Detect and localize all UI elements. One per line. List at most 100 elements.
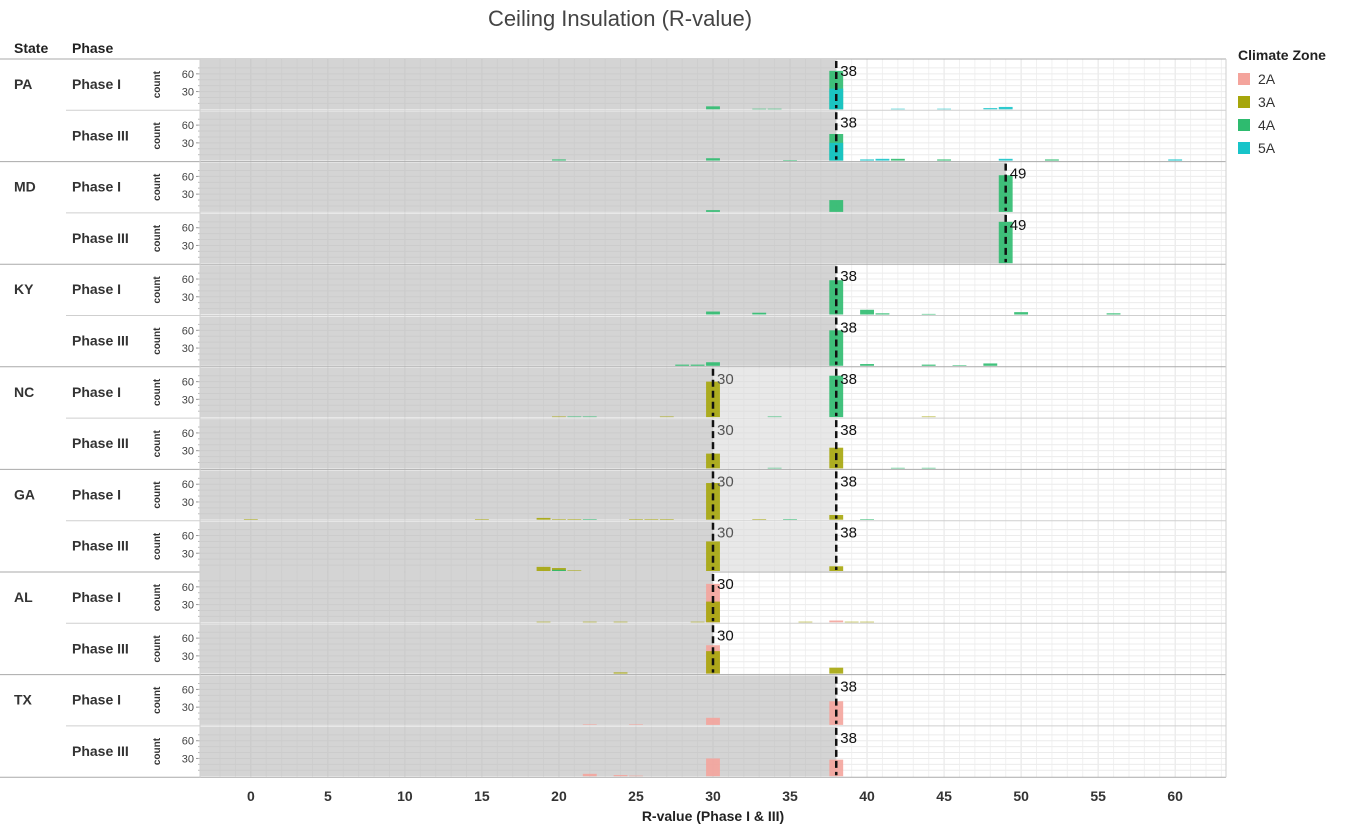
y-tick-label: 30 (182, 87, 194, 99)
histogram-bar (752, 519, 767, 520)
code-requirement-label: 38 (840, 525, 857, 542)
x-tick-label: 15 (474, 788, 490, 804)
histogram-bar (613, 775, 628, 777)
histogram-bar (983, 108, 998, 110)
y-axis-label: count (152, 583, 163, 611)
histogram-bar (998, 158, 1013, 161)
y-axis-label: count (152, 224, 163, 252)
code-requirement-label: 30 (717, 371, 734, 388)
chart-title: Ceiling Insulation (R-value) (487, 6, 753, 31)
histogram-bar (706, 717, 720, 725)
y-axis-label: count (152, 481, 163, 509)
y-axis-label: count (152, 70, 163, 98)
x-tick-label: 5 (324, 788, 332, 804)
histogram-bar (582, 724, 597, 725)
histogram-bar (536, 517, 551, 520)
legend-item-5a: 5A (1238, 136, 1326, 159)
histogram-bar (567, 519, 582, 520)
below-code-region (200, 573, 713, 623)
phase-label: Phase III (72, 333, 129, 349)
y-tick-label: 30 (182, 189, 194, 201)
y-axis-label: count (152, 635, 163, 663)
between-code-region (713, 470, 837, 520)
histogram-bar (798, 621, 813, 623)
below-code-region (200, 624, 713, 674)
legend-item-2a: 2A (1238, 67, 1326, 90)
histogram-bar (243, 519, 258, 520)
histogram-bar (582, 621, 597, 623)
histogram-bar (706, 483, 720, 520)
y-tick-label: 30 (182, 138, 194, 150)
phase-label: Phase III (72, 743, 129, 759)
between-code-region (713, 367, 837, 418)
histogram-bar (582, 519, 597, 520)
legend-label: 2A (1258, 70, 1276, 87)
y-tick-label: 60 (182, 684, 194, 696)
histogram-bar (629, 724, 643, 725)
histogram-bar (1168, 159, 1183, 161)
histogram-bar (767, 108, 782, 110)
y-tick-label: 60 (182, 428, 194, 440)
legend-swatch (1238, 118, 1250, 131)
code-requirement-label: 49 (1010, 166, 1027, 183)
y-tick-label: 30 (182, 753, 194, 765)
histogram-bar (829, 667, 844, 674)
legend-item-3a: 3A (1238, 90, 1326, 113)
histogram-bar (983, 363, 998, 366)
code-requirement-label: 49 (1010, 217, 1027, 234)
code-requirement-label: 30 (717, 473, 734, 490)
below-code-region (200, 726, 837, 777)
y-tick-label: 30 (182, 600, 194, 612)
code-requirement-label: 38 (840, 679, 857, 696)
histogram-bar (474, 519, 489, 520)
y-tick-label: 30 (182, 497, 194, 509)
legend-label: 5A (1258, 139, 1276, 156)
below-code-region (200, 213, 1006, 264)
legend-swatch (1238, 95, 1250, 108)
y-tick-label: 60 (182, 325, 194, 337)
histogram-bar (860, 364, 874, 366)
state-column-header: State (14, 40, 49, 56)
y-tick-label: 30 (182, 651, 194, 663)
legend-label: 4A (1258, 116, 1276, 133)
phase-label: Phase I (72, 692, 121, 708)
histogram-bar (921, 313, 936, 315)
below-code-region (200, 316, 837, 366)
histogram-bar (613, 621, 628, 623)
y-tick-label: 60 (182, 479, 194, 491)
x-tick-label: 50 (1013, 788, 1029, 804)
histogram-bar (552, 416, 566, 418)
state-label: AL (14, 589, 33, 605)
histogram-bar (629, 775, 643, 777)
histogram-bar (921, 364, 936, 366)
y-tick-label: 30 (182, 240, 194, 252)
state-label: GA (14, 486, 35, 502)
state-label: TX (14, 692, 33, 708)
histogram-bar (552, 159, 566, 161)
y-tick-label: 60 (182, 531, 194, 543)
y-axis-label: count (152, 737, 163, 765)
y-axis-label: count (152, 686, 163, 714)
y-tick-label: 60 (182, 171, 194, 183)
histogram-bar (829, 330, 844, 366)
histogram-bar (752, 108, 767, 110)
code-requirement-label: 38 (840, 268, 857, 285)
x-tick-label: 40 (859, 788, 875, 804)
below-code-region (200, 60, 837, 110)
y-axis-label: count (152, 429, 163, 457)
code-requirement-label: 38 (840, 320, 857, 337)
y-tick-label: 60 (182, 120, 194, 132)
y-tick-label: 30 (182, 446, 194, 458)
y-tick-label: 60 (182, 69, 194, 81)
legend-title: Climate Zone (1238, 47, 1326, 63)
histogram-bar (875, 158, 890, 161)
histogram-bar (844, 621, 859, 623)
histogram-bar (644, 519, 659, 520)
y-axis-label: count (152, 532, 163, 560)
phase-label: Phase I (72, 76, 121, 92)
y-tick-label: 60 (182, 633, 194, 645)
x-tick-label: 35 (782, 788, 798, 804)
histogram-bar (937, 159, 952, 161)
phase-label: Phase III (72, 127, 129, 143)
histogram-bar (1014, 312, 1029, 315)
